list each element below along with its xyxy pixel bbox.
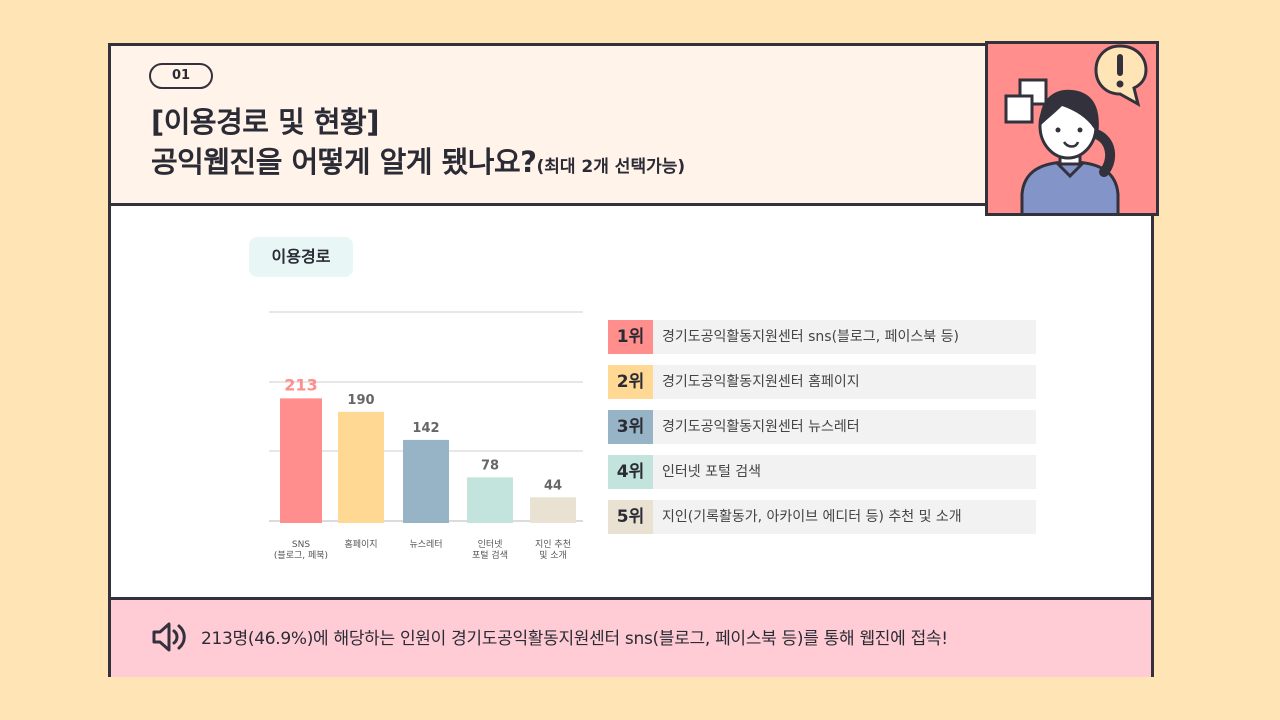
summary-text: 213명(46.9%)에 해당하는 인원이 경기도공익활동지원센터 sns(블로… (201, 629, 948, 649)
bar (403, 439, 449, 523)
exclamation-icon (1094, 44, 1148, 107)
header: 01 [이용경로 및 현황] 공익웹진을 어떻게 알게 됐나요?(최대 2개 선… (111, 46, 985, 206)
bar-value-label: 190 (347, 393, 374, 408)
slide-number: 01 (149, 63, 213, 89)
bar (338, 411, 384, 523)
rank-item: 3위 경기도공익활동지원센터 뉴스레터 (608, 410, 1036, 444)
category-label: SNS (292, 540, 310, 550)
rank-text: 경기도공익활동지원센터 홈페이지 (662, 374, 860, 390)
title-sub: (최대 2개 선택가능) (536, 157, 686, 177)
category-label: 및 소개 (539, 549, 567, 561)
bar-value-label: 142 (412, 421, 439, 436)
title-line-1: [이용경로 및 현황] (151, 105, 379, 139)
category-label: 포털 검색 (472, 549, 508, 561)
illustration (985, 41, 1159, 218)
rank-text: 인터넷 포털 검색 (662, 464, 762, 480)
slide-frame: 01 [이용경로 및 현황] 공익웹진을 어떻게 알게 됐나요?(최대 2개 선… (108, 41, 1159, 677)
rank-item: 5위 지인(기록활동가, 아카이브 에디터 등) 추천 및 소개 (608, 500, 1036, 534)
bar-value-label: 78 (481, 458, 499, 473)
ranking-list: 1위 경기도공익활동지원센터 sns(블로그, 페이스북 등) 2위 경기도공익활동지… (608, 320, 1036, 545)
section-label: 이용경로 (249, 237, 353, 277)
rank-text: 경기도공익활동지원센터 sns(블로그, 페이스북 등) (662, 329, 959, 345)
category-label: 지인 추천 (535, 539, 571, 550)
paper-icon (1004, 78, 1048, 124)
bar (467, 477, 513, 523)
bar (280, 398, 322, 523)
rank-number: 4위 (608, 455, 653, 489)
rank-item: 1위 경기도공익활동지원센터 sns(블로그, 페이스북 등) (608, 320, 1036, 354)
title-question: 공익웹진을 어떻게 알게 됐나요? (151, 145, 537, 179)
rank-text: 경기도공익활동지원센터 뉴스레터 (662, 419, 860, 435)
bar-value-label: 213 (284, 375, 317, 394)
rank-item: 2위 경기도공익활동지원센터 홈페이지 (608, 365, 1036, 399)
category-label: 뉴스레터 (409, 539, 442, 550)
title-line-2: 공익웹진을 어떻게 알게 됐나요?(최대 2개 선택가능) (151, 142, 685, 187)
rank-number: 2위 (608, 365, 653, 399)
woman-avatar-icon (1020, 89, 1120, 218)
footer: 213명(46.9%)에 해당하는 인원이 경기도공익활동지원센터 sns(블로… (111, 597, 1151, 677)
rank-text: 지인(기록활동가, 아카이브 에디터 등) 추천 및 소개 (662, 509, 962, 525)
category-label: (블로그, 페북) (274, 550, 328, 561)
category-label: 홈페이지 (344, 538, 377, 550)
speaker-icon (152, 622, 186, 652)
rank-number: 5위 (608, 500, 653, 534)
rank-item: 4위 인터넷 포털 검색 (608, 455, 1036, 489)
rank-number: 3위 (608, 410, 653, 444)
page-title: [이용경로 및 현황] 공익웹진을 어떻게 알게 됐나요?(최대 2개 선택가능… (151, 102, 685, 187)
bar-value-label: 44 (544, 478, 562, 493)
rank-number: 1위 (608, 320, 653, 354)
category-label: 인터넷 (478, 539, 503, 550)
bar (530, 497, 576, 523)
